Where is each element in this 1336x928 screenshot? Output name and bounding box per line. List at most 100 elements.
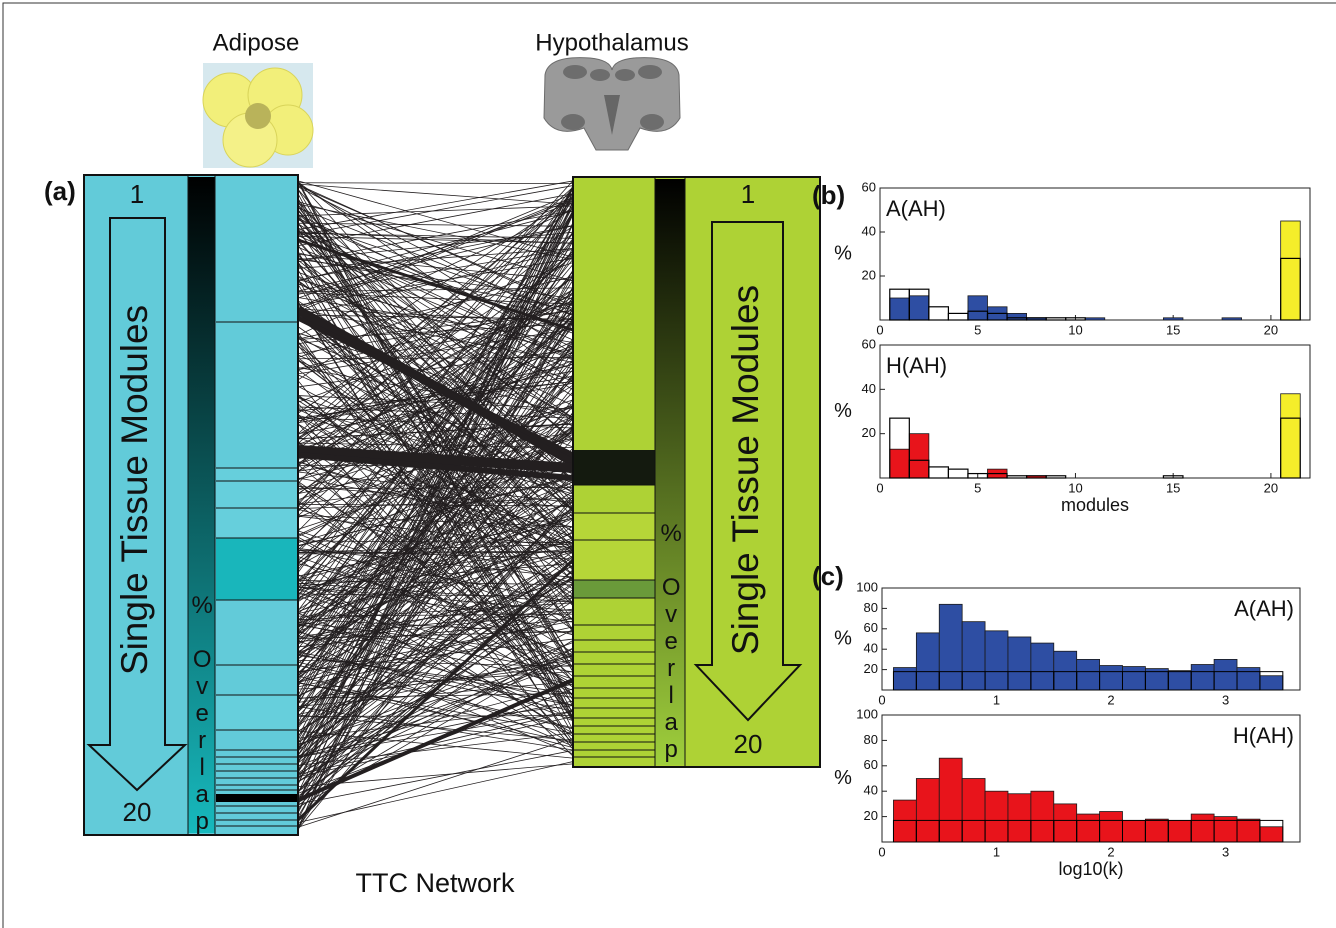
x-tick-label: 0 (876, 480, 883, 495)
bar (985, 631, 1008, 690)
module-start: 1 (741, 179, 755, 209)
bar (1168, 671, 1191, 690)
bar (1191, 814, 1214, 842)
bar (968, 296, 988, 320)
y-tick-label: 20 (864, 661, 878, 676)
bar (1031, 643, 1054, 690)
y-tick-label: 80 (864, 600, 878, 615)
bar (1122, 820, 1145, 842)
y-tick-label: 40 (862, 381, 876, 396)
y-tick-label: 60 (864, 620, 878, 635)
bar (893, 668, 916, 690)
x-tick-label: 2 (1107, 844, 1114, 859)
axis-label: Single Tissue Modules (114, 305, 155, 675)
y-axis-label: % (834, 242, 852, 264)
chart-title: H(AH) (886, 353, 947, 378)
x-tick-label: 20 (1264, 322, 1278, 337)
chart-title: A(AH) (886, 196, 946, 221)
y-tick-label: 80 (864, 732, 878, 747)
y-tick-label: 60 (862, 336, 876, 351)
bar (890, 298, 910, 320)
x-tick-label: 5 (974, 480, 981, 495)
network-edge (298, 183, 573, 184)
network-edge (298, 184, 573, 204)
bar (916, 633, 939, 690)
y-tick-label: 60 (862, 179, 876, 194)
y-tick-label: 20 (862, 425, 876, 440)
page: (a) Adipose Hypothalamus 1 20 1 20 Singl… (0, 0, 1336, 928)
bar (939, 758, 962, 842)
bar (1077, 659, 1100, 690)
module-band (216, 538, 297, 600)
y-tick-label: 100 (856, 579, 878, 594)
bar (1054, 651, 1077, 690)
bar (1237, 819, 1260, 842)
hypothalamus-icon (544, 58, 680, 150)
module-band (216, 468, 297, 538)
chart-title: A(AH) (1234, 596, 1294, 621)
bar (939, 604, 962, 690)
overlap-label: % Overlap (189, 592, 216, 835)
bar (1214, 659, 1237, 690)
bar (1008, 637, 1031, 690)
chart-title: H(AH) (1233, 723, 1294, 748)
module-band (216, 794, 297, 802)
bar (1191, 665, 1214, 691)
bar (1100, 812, 1123, 842)
module-band (574, 580, 655, 598)
x-axis-label: log10(k) (1058, 859, 1123, 879)
network-edge (298, 206, 573, 443)
tissue-label: Hypothalamus (535, 29, 688, 56)
bar (909, 296, 929, 320)
bar (1085, 318, 1105, 320)
network-edge (298, 448, 573, 771)
y-tick-label: 40 (864, 783, 878, 798)
x-axis-label: modules (1061, 495, 1129, 515)
bar (1222, 318, 1242, 320)
axis-label: Single Tissue Modules (725, 285, 766, 655)
x-tick-label: 1 (993, 844, 1000, 859)
x-tick-label: 1 (993, 692, 1000, 707)
tissue-label: Adipose (213, 29, 300, 56)
x-tick-label: 5 (974, 322, 981, 337)
adipose-icon (203, 63, 313, 168)
bar (1031, 791, 1054, 842)
network-lines (298, 180, 573, 829)
bar (962, 779, 985, 843)
x-tick-label: 0 (876, 322, 883, 337)
overlap-label: % Overlap (658, 520, 685, 763)
bar (1281, 221, 1301, 320)
x-tick-label: 10 (1068, 480, 1082, 495)
bar (962, 622, 985, 690)
x-tick-label: 15 (1166, 322, 1180, 337)
y-axis-label: % (834, 400, 852, 422)
y-tick-label: 60 (864, 757, 878, 772)
x-tick-label: 3 (1222, 692, 1229, 707)
x-tick-label: 0 (878, 692, 885, 707)
y-tick-label: 100 (856, 706, 878, 721)
bar (916, 779, 939, 843)
charts: 20406005101520A(AH)%20406005101520H(AH)%… (834, 179, 1310, 878)
x-tick-label: 0 (878, 844, 885, 859)
y-axis-label: % (834, 627, 852, 649)
y-axis-label: % (834, 767, 852, 789)
x-tick-label: 20 (1264, 480, 1278, 495)
y-tick-label: 40 (864, 641, 878, 656)
bar (909, 434, 929, 478)
module-end: 20 (123, 797, 152, 827)
bar (1260, 676, 1283, 690)
bar (1237, 668, 1260, 690)
x-tick-label: 3 (1222, 844, 1229, 859)
bar (893, 800, 916, 842)
y-tick-label: 20 (862, 267, 876, 282)
bar (1168, 820, 1191, 842)
x-tick-label: 2 (1107, 692, 1114, 707)
bar (1077, 814, 1100, 842)
bar (1163, 318, 1183, 320)
bar (1008, 794, 1031, 842)
panel-label: (b) (812, 180, 845, 210)
bar (1007, 313, 1027, 320)
bar (1260, 827, 1283, 842)
module-start: 1 (130, 179, 144, 209)
module-end: 20 (734, 729, 763, 759)
